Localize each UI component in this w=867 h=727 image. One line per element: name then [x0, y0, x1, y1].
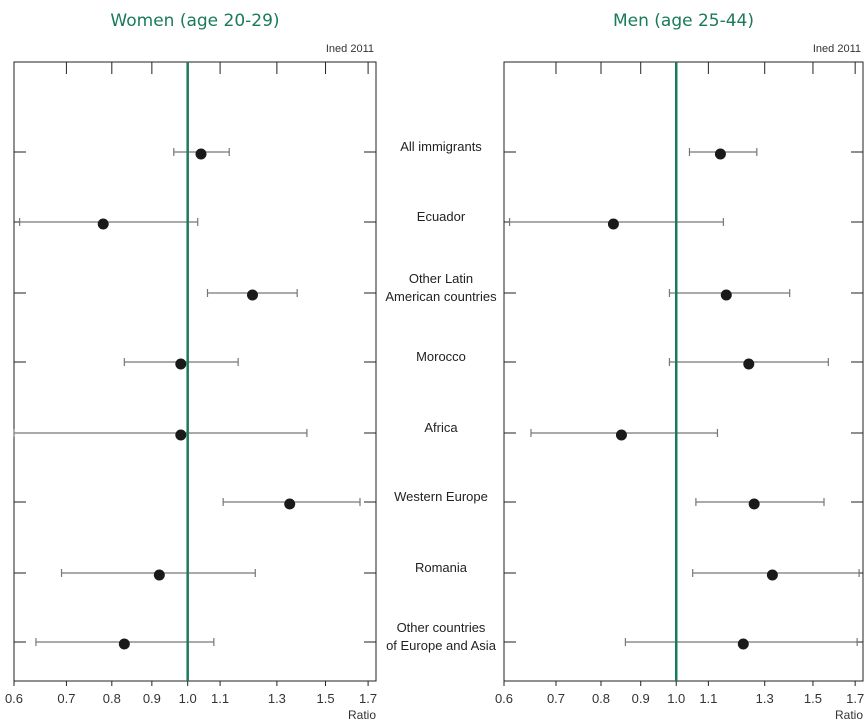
data-point [97, 218, 109, 230]
data-point [714, 148, 726, 160]
data-point [153, 569, 165, 581]
x-tick-label: 0.7 [57, 691, 75, 706]
category-label: Morocco [416, 349, 466, 364]
x-tick-label: 0.8 [103, 691, 121, 706]
category-label: Africa [424, 420, 458, 435]
x-tick-label: 1.7 [359, 691, 377, 706]
data-point [615, 429, 627, 441]
data-point [766, 569, 778, 581]
x-tick-label: 1.0 [179, 691, 197, 706]
category-label: Western Europe [394, 489, 488, 504]
x-tick-label: 0.8 [592, 691, 610, 706]
x-tick-label: 1.0 [667, 691, 685, 706]
x-tick-label: 0.7 [547, 691, 565, 706]
x-tick-label: 1.5 [804, 691, 822, 706]
x-tick-label: 1.5 [316, 691, 334, 706]
data-point [748, 498, 760, 510]
data-point [246, 289, 258, 301]
x-tick-label: 0.6 [495, 691, 513, 706]
data-point [284, 498, 296, 510]
source-note: Ined 2011 [813, 43, 861, 55]
source-note: Ined 2011 [326, 43, 374, 55]
data-point [720, 289, 732, 301]
x-axis-label: Ratio [348, 708, 376, 722]
category-label: Romania [415, 560, 468, 575]
category-label: of Europe and Asia [386, 638, 497, 653]
data-point [118, 638, 130, 650]
x-tick-label: 1.1 [699, 691, 717, 706]
plot-frame [503, 61, 864, 682]
x-tick-label: 1.1 [211, 691, 229, 706]
category-label: Other Latin [409, 271, 473, 286]
data-point [175, 358, 187, 370]
x-tick-label: 0.6 [5, 691, 23, 706]
category-label: Ecuador [417, 209, 466, 224]
category-label: American countries [385, 289, 497, 304]
x-tick-label: 0.9 [632, 691, 650, 706]
x-tick-label: 0.9 [143, 691, 161, 706]
category-label: Other countries [397, 620, 486, 635]
x-axis-label: Ratio [835, 708, 863, 722]
data-point [743, 358, 755, 370]
category-label: All immigrants [400, 139, 482, 154]
plot-frame [13, 61, 377, 682]
x-tick-label: 1.3 [268, 691, 286, 706]
panel-title: Women (age 20-29) [110, 11, 279, 31]
panel-title: Men (age 25-44) [613, 11, 754, 31]
data-point [175, 429, 187, 441]
data-point [195, 148, 207, 160]
x-tick-label: 1.7 [846, 691, 864, 706]
data-point [607, 218, 619, 230]
data-point [737, 638, 749, 650]
x-tick-label: 1.3 [756, 691, 774, 706]
